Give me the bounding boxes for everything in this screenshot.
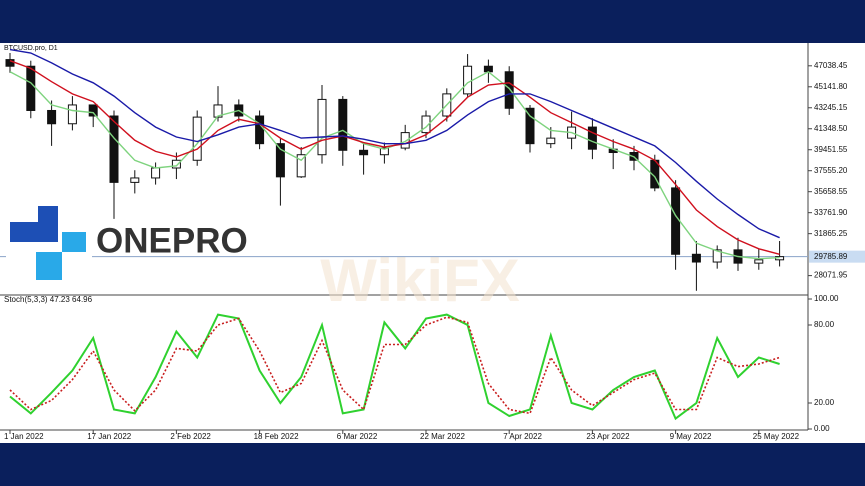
candle-body xyxy=(671,187,681,255)
x-tick-label: 23 Apr 2022 xyxy=(586,432,630,441)
y-tick-label: 33761.90 xyxy=(814,208,848,217)
candle-body xyxy=(67,104,77,125)
candle-body xyxy=(379,147,389,156)
x-tick-label: 2 Feb 2022 xyxy=(170,432,211,441)
candle-body xyxy=(255,115,265,145)
candle-body xyxy=(317,98,327,156)
candle-body xyxy=(546,137,556,145)
candle-body xyxy=(109,115,119,183)
x-tick-label: 1 Jan 2022 xyxy=(4,432,44,441)
candle-body xyxy=(712,249,722,263)
chart-background xyxy=(0,43,865,443)
candle-body xyxy=(400,132,410,149)
y-tick-label: 43245.15 xyxy=(814,103,848,112)
candle-body xyxy=(338,98,348,151)
candle-body xyxy=(47,109,57,125)
y-tick-label: 28071.95 xyxy=(814,271,848,280)
chart-title: BTCUSD.pro, D1 xyxy=(4,45,58,52)
watermark: WikiFX xyxy=(320,247,519,314)
candle-body xyxy=(754,259,764,264)
price-label: 29785.89 xyxy=(814,252,848,261)
candle-body xyxy=(275,143,285,178)
x-tick-label: 17 Jan 2022 xyxy=(87,432,132,441)
line-series xyxy=(9,316,780,415)
y-tick-label: 45141.80 xyxy=(814,82,848,91)
candle-body xyxy=(525,107,535,145)
x-tick-label: 9 May 2022 xyxy=(670,432,712,441)
candle-body xyxy=(192,116,202,161)
x-tick-label: 18 Feb 2022 xyxy=(254,432,299,441)
y-tick-label: 39451.55 xyxy=(814,145,848,154)
line-series xyxy=(9,60,780,255)
y-tick-label: 20.00 xyxy=(814,398,835,407)
y-tick-label: 0.00 xyxy=(814,424,830,433)
candle-body xyxy=(130,177,140,183)
x-tick-label: 7 Apr 2022 xyxy=(503,432,542,441)
candle-body xyxy=(587,126,597,150)
y-tick-label: 47038.45 xyxy=(814,61,848,70)
candle-body xyxy=(504,71,514,109)
candle-body xyxy=(88,104,98,117)
x-tick-label: 6 Mar 2022 xyxy=(337,432,378,441)
y-tick-label: 80.00 xyxy=(814,320,835,329)
indicator-title: Stoch(5,3,3) 47.23 64.96 xyxy=(4,295,93,304)
x-tick-label: 22 Mar 2022 xyxy=(420,432,465,441)
y-tick-label: 35658.55 xyxy=(814,187,848,196)
candle-body xyxy=(463,65,473,95)
logo-mark xyxy=(36,232,86,280)
logo: ONEPRO xyxy=(6,206,248,282)
line-series xyxy=(9,48,780,239)
candle-body xyxy=(296,154,306,178)
logo-mark xyxy=(10,206,58,242)
y-tick-label: 41348.50 xyxy=(814,124,848,133)
candle-body xyxy=(359,149,369,156)
line-series xyxy=(9,313,780,421)
candle-body xyxy=(483,65,493,73)
candle-body xyxy=(26,65,36,111)
candle-body xyxy=(5,59,15,67)
y-tick-label: 31865.25 xyxy=(814,229,848,238)
y-tick-label: 37555.20 xyxy=(814,166,848,175)
candle-body xyxy=(171,159,181,169)
x-tick-label: 25 May 2022 xyxy=(753,432,800,441)
candle-body xyxy=(151,167,161,179)
logo-text: ONEPRO xyxy=(96,221,248,260)
price-label-box xyxy=(809,250,865,263)
candle-body xyxy=(691,253,701,263)
y-tick-label: 100.00 xyxy=(814,294,839,303)
candle-body xyxy=(421,115,431,134)
